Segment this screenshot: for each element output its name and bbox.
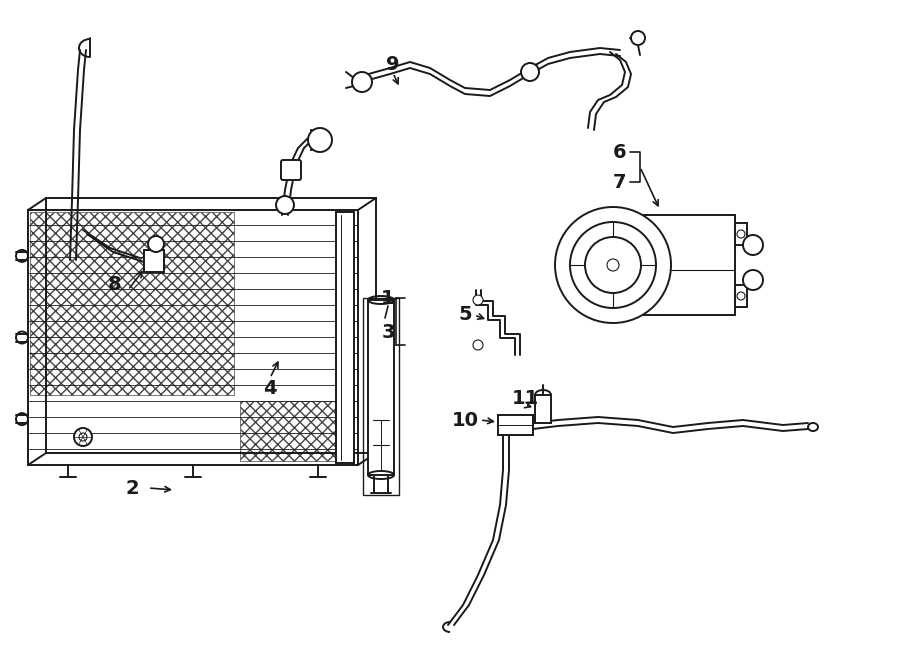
Text: 1: 1 [382, 288, 395, 307]
Circle shape [521, 63, 539, 81]
Text: 10: 10 [452, 410, 479, 430]
Circle shape [79, 433, 87, 441]
Circle shape [605, 230, 613, 238]
Circle shape [16, 413, 28, 425]
Text: 3: 3 [382, 323, 395, 342]
Circle shape [570, 222, 656, 308]
Circle shape [607, 259, 619, 271]
Circle shape [743, 270, 763, 290]
Text: 5: 5 [458, 305, 472, 325]
Bar [603, 285, 615, 307]
Circle shape [74, 428, 92, 446]
Text: 8: 8 [108, 276, 122, 295]
Text: 7: 7 [613, 173, 626, 192]
Circle shape [148, 236, 164, 252]
Circle shape [308, 128, 332, 152]
FancyBboxPatch shape [281, 160, 301, 180]
Bar [336, 212, 354, 463]
Bar [363, 298, 399, 495]
Bar [30, 212, 234, 395]
Circle shape [473, 340, 483, 350]
Text: 4: 4 [263, 379, 277, 397]
Bar [735, 223, 747, 245]
Circle shape [276, 196, 294, 214]
Bar [735, 285, 747, 307]
Circle shape [585, 237, 641, 293]
Bar [498, 415, 533, 435]
Text: 9: 9 [386, 56, 400, 75]
Circle shape [631, 31, 645, 45]
Text: 2: 2 [125, 479, 139, 498]
Circle shape [473, 295, 483, 305]
Bar [240, 401, 354, 461]
Text: 6: 6 [613, 143, 626, 161]
Bar [368, 300, 394, 475]
Bar [603, 223, 615, 245]
Circle shape [16, 332, 28, 344]
Bar [615, 215, 735, 315]
Text: 11: 11 [511, 389, 538, 407]
Circle shape [737, 292, 745, 300]
Circle shape [352, 72, 372, 92]
Circle shape [737, 230, 745, 238]
Circle shape [605, 292, 613, 300]
Bar [28, 210, 358, 465]
Circle shape [16, 250, 28, 262]
Circle shape [555, 207, 671, 323]
Bar [535, 395, 551, 423]
Bar [144, 250, 164, 272]
Circle shape [743, 235, 763, 255]
